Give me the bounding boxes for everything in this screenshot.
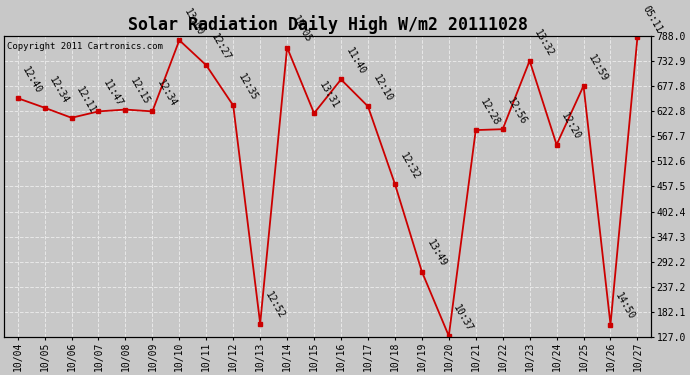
- Text: 05:11: 05:11: [640, 4, 664, 34]
- Text: 10:37: 10:37: [451, 303, 475, 333]
- Title: Solar Radiation Daily High W/m2 20111028: Solar Radiation Daily High W/m2 20111028: [128, 15, 528, 34]
- Text: 12:05: 12:05: [290, 14, 313, 45]
- Text: 13:00: 13:00: [182, 7, 206, 38]
- Text: 12:56: 12:56: [506, 96, 529, 126]
- Text: 12:28: 12:28: [479, 97, 502, 128]
- Text: 13:31: 13:31: [317, 80, 340, 111]
- Text: 12:32: 12:32: [397, 151, 421, 181]
- Text: 12:59: 12:59: [586, 53, 610, 83]
- Text: 12:10: 12:10: [371, 73, 394, 104]
- Text: 12:52: 12:52: [263, 290, 286, 321]
- Text: 11:47: 11:47: [101, 78, 125, 109]
- Text: 12:11: 12:11: [75, 85, 98, 115]
- Text: 12:35: 12:35: [236, 72, 259, 103]
- Text: 13:32: 13:32: [533, 27, 555, 58]
- Text: 12:20: 12:20: [560, 111, 583, 142]
- Text: 12:40: 12:40: [21, 65, 43, 95]
- Text: Copyright 2011 Cartronics.com: Copyright 2011 Cartronics.com: [8, 42, 164, 51]
- Text: 13:49: 13:49: [424, 238, 448, 269]
- Text: 12:34: 12:34: [155, 78, 179, 109]
- Text: 12:27: 12:27: [209, 32, 233, 63]
- Text: 11:40: 11:40: [344, 46, 367, 76]
- Text: 12:34: 12:34: [48, 75, 70, 105]
- Text: 14:50: 14:50: [613, 291, 637, 322]
- Text: 12:15: 12:15: [128, 76, 152, 107]
